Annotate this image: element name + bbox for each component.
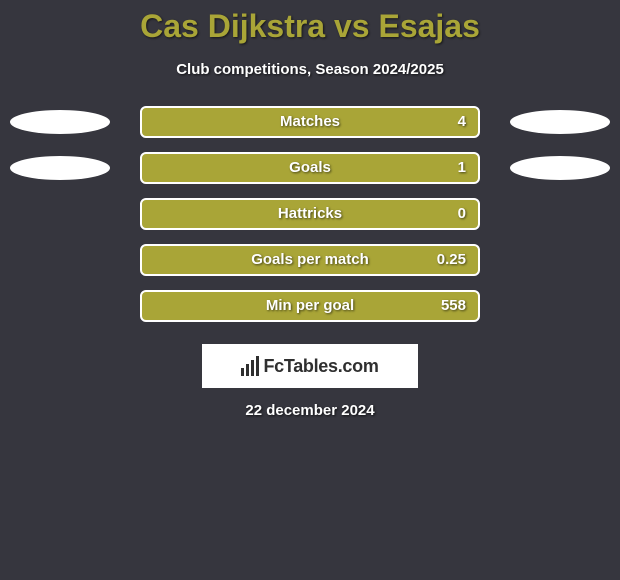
stat-bar: Goals per match 0.25 bbox=[140, 244, 480, 276]
stat-bar: Matches 4 bbox=[140, 106, 480, 138]
page-title: Cas Dijkstra vs Esajas bbox=[0, 8, 620, 45]
spacer bbox=[10, 248, 110, 272]
player-left-marker bbox=[10, 110, 110, 134]
stat-bar: Min per goal 558 bbox=[140, 290, 480, 322]
stat-value: 0 bbox=[458, 200, 466, 228]
stat-value: 1 bbox=[458, 154, 466, 182]
fctables-logo[interactable]: FcTables.com bbox=[202, 344, 418, 388]
stat-row: Goals 1 bbox=[0, 152, 620, 184]
logo-text: FcTables.com bbox=[263, 356, 378, 377]
player-right-marker bbox=[510, 110, 610, 134]
spacer bbox=[10, 294, 110, 318]
stat-value: 558 bbox=[441, 292, 466, 320]
stat-bar: Goals 1 bbox=[140, 152, 480, 184]
stat-row: Hattricks 0 bbox=[0, 198, 620, 230]
stat-label: Hattricks bbox=[278, 200, 342, 228]
subtitle: Club competitions, Season 2024/2025 bbox=[0, 61, 620, 78]
spacer bbox=[510, 294, 610, 318]
bar-chart-icon bbox=[241, 356, 259, 376]
comparison-container: Cas Dijkstra vs Esajas Club competitions… bbox=[0, 0, 620, 419]
stat-label: Matches bbox=[280, 108, 340, 136]
spacer bbox=[510, 202, 610, 226]
spacer bbox=[10, 202, 110, 226]
player-left-marker bbox=[10, 156, 110, 180]
stat-label: Goals per match bbox=[251, 246, 369, 274]
stat-row: Min per goal 558 bbox=[0, 290, 620, 322]
stat-row: Matches 4 bbox=[0, 106, 620, 138]
date-label: 22 december 2024 bbox=[0, 402, 620, 419]
stat-bar: Hattricks 0 bbox=[140, 198, 480, 230]
stat-row: Goals per match 0.25 bbox=[0, 244, 620, 276]
stat-label: Goals bbox=[289, 154, 331, 182]
stat-value: 0.25 bbox=[437, 246, 466, 274]
stats-list: Matches 4 Goals 1 Hattricks 0 Goals per match 0… bbox=[0, 106, 620, 322]
spacer bbox=[510, 248, 610, 272]
player-right-marker bbox=[510, 156, 610, 180]
stat-label: Min per goal bbox=[266, 292, 354, 320]
stat-value: 4 bbox=[458, 108, 466, 136]
